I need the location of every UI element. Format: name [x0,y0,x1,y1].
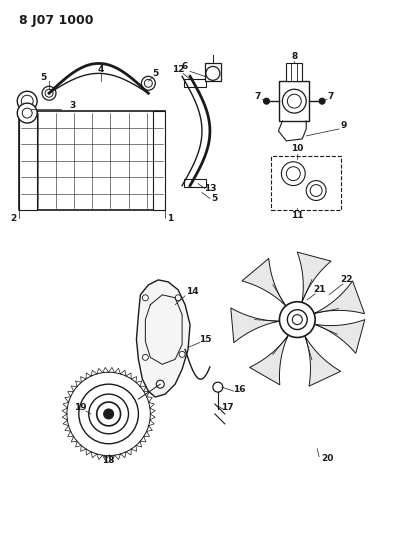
Circle shape [79,384,138,444]
Circle shape [286,167,300,181]
Polygon shape [231,308,279,343]
Text: 2: 2 [10,214,17,223]
Circle shape [282,89,306,113]
Circle shape [175,295,181,301]
Text: 8: 8 [291,52,297,61]
Text: 9: 9 [341,122,347,131]
Circle shape [213,382,223,392]
Text: 11: 11 [291,211,303,220]
Circle shape [42,86,56,100]
Circle shape [142,295,149,301]
Circle shape [206,67,220,80]
Circle shape [287,94,301,108]
Text: 3: 3 [70,101,76,110]
Bar [279,82,309,121]
Text: 21: 21 [313,285,325,294]
Circle shape [45,89,53,97]
Bar [184,79,206,87]
Circle shape [144,79,152,87]
Polygon shape [297,252,331,302]
Circle shape [264,98,269,104]
Text: 12: 12 [172,65,184,74]
Text: 19: 19 [74,402,87,411]
Circle shape [306,181,326,200]
Polygon shape [136,280,190,397]
Text: 16: 16 [234,385,246,394]
Text: 22: 22 [341,276,353,285]
Circle shape [142,354,149,360]
Circle shape [89,394,128,434]
Text: 7: 7 [255,92,261,101]
Circle shape [22,108,32,118]
Polygon shape [249,335,288,385]
Text: 14: 14 [186,287,198,296]
Circle shape [17,103,37,123]
Polygon shape [314,320,365,353]
Circle shape [287,310,307,329]
Circle shape [104,409,113,419]
Text: 20: 20 [321,454,333,463]
Polygon shape [314,281,364,314]
Bar [184,179,206,187]
Circle shape [17,91,37,111]
Circle shape [310,184,322,197]
Circle shape [319,98,325,104]
Text: 15: 15 [199,335,211,344]
Circle shape [292,314,302,325]
Text: 1: 1 [167,214,173,223]
Bar [19,111,37,211]
Text: 6: 6 [182,62,188,71]
Circle shape [179,351,185,357]
Text: 17: 17 [221,402,234,411]
Bar [271,156,341,211]
Text: 5: 5 [152,69,158,78]
Circle shape [141,76,155,90]
Text: 13: 13 [204,184,216,193]
Text: 18: 18 [102,456,115,465]
Polygon shape [305,336,341,386]
Circle shape [281,161,305,185]
Polygon shape [242,259,286,306]
Circle shape [156,380,164,388]
Circle shape [97,402,121,426]
Bar [205,63,221,82]
Bar [19,111,165,211]
Text: 5: 5 [212,194,218,203]
Text: 8 J07 1000: 8 J07 1000 [19,14,94,27]
Text: 10: 10 [291,144,303,154]
Text: 5: 5 [40,73,46,82]
Circle shape [21,95,33,107]
Text: 7: 7 [328,92,334,101]
Bar [286,63,302,82]
Circle shape [279,302,315,337]
Bar [153,111,165,211]
Text: 4: 4 [97,65,104,74]
